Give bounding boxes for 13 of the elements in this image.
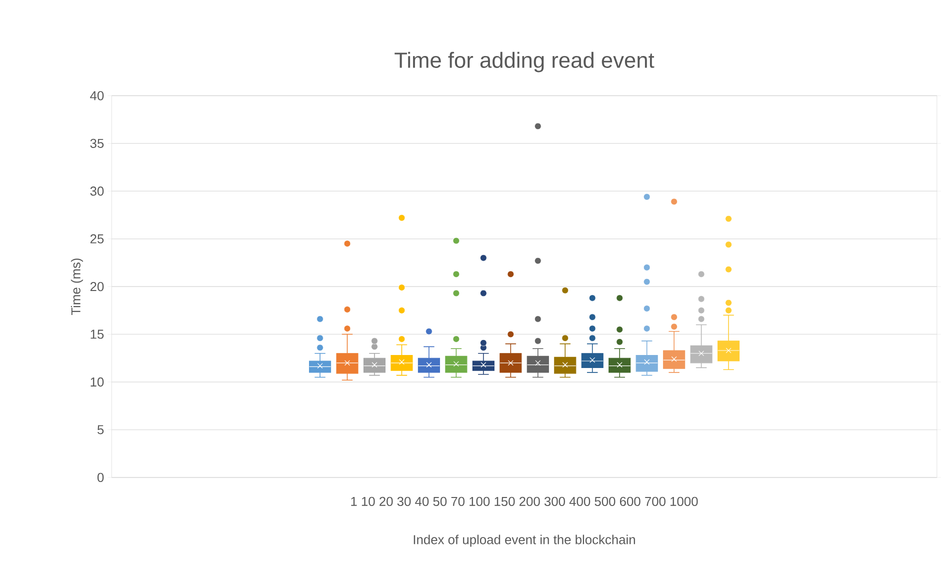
y-tick-label: 25 [90,234,104,244]
y-tick-label: 0 [97,472,104,482]
x-axis-title: Index of upload event in the blockchain [414,534,635,547]
y-tick-label: 5 [97,425,104,434]
y-tick-label: 40 [90,91,104,100]
y-tick-label: 20 [90,282,104,292]
y-axis-title: Time (ms) [70,258,83,315]
x-tick-label: 1 10 20 30 40 50 70 100 150 200 300 400 500 600 700 1000 [351,496,698,506]
chart-title: Time for adding read event [394,52,654,72]
y-tick-label: 10 [90,377,104,386]
y-tick-label: 30 [90,186,104,196]
y-tick-label: 35 [90,138,104,148]
y-tick-label: 15 [90,330,104,339]
